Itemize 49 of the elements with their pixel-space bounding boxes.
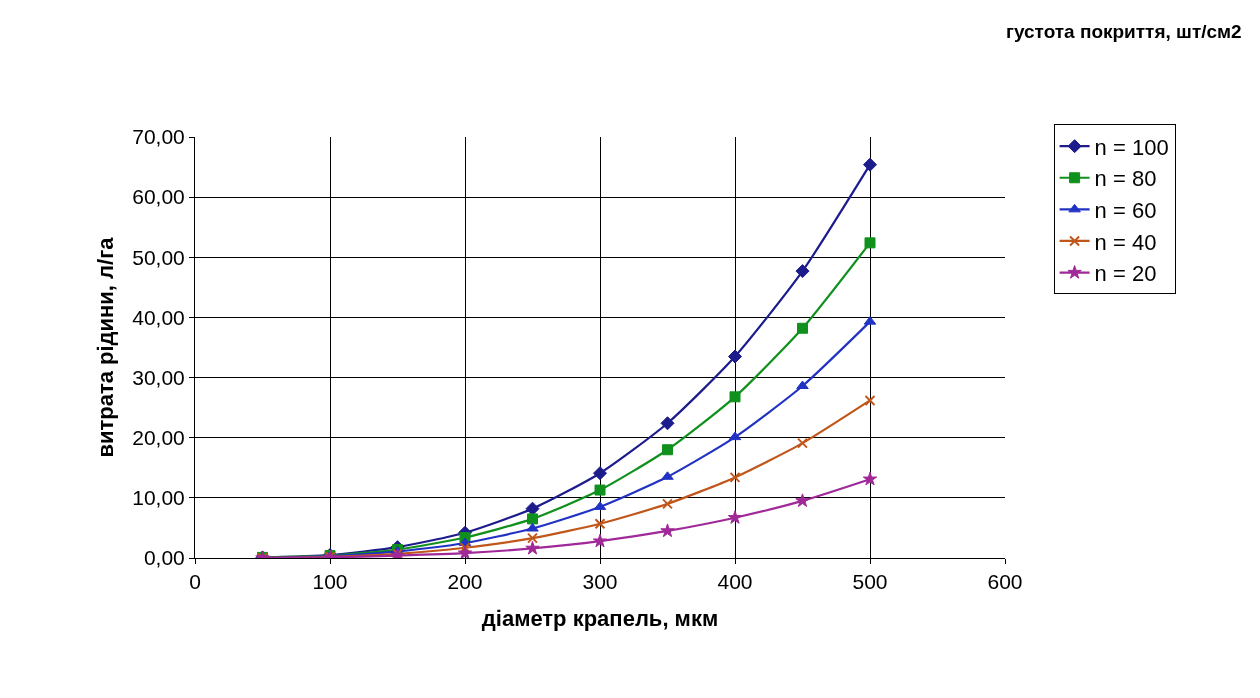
legend-label: n = 100 [1094, 134, 1169, 160]
point [525, 501, 540, 516]
point [660, 416, 675, 431]
point [592, 533, 608, 548]
point [457, 545, 473, 558]
point [797, 437, 808, 449]
x-tick-label: 600 [987, 570, 1023, 594]
point [527, 513, 538, 525]
y-tick-label: 70,00 [132, 125, 185, 149]
point [863, 157, 877, 172]
point [864, 237, 876, 249]
x-tick-label: 100 [312, 570, 348, 594]
legend-label: n = 60 [1094, 197, 1157, 223]
point [864, 394, 876, 406]
point [795, 493, 810, 508]
y-tick-label: 10,00 [132, 486, 185, 510]
x-tick-label: 0 [189, 570, 201, 594]
legend-label: n = 80 [1094, 166, 1157, 192]
point [662, 498, 673, 510]
point [594, 484, 606, 496]
legend-label: n = 20 [1094, 261, 1157, 287]
point [662, 444, 673, 456]
y-tick-label: 20,00 [132, 426, 185, 450]
point [594, 518, 606, 530]
y-tick-label: 60,00 [132, 185, 185, 209]
point [797, 322, 808, 334]
x-tick-label: 300 [582, 570, 618, 594]
legend-label: n = 40 [1094, 229, 1157, 255]
point [728, 349, 742, 364]
y-tick-label: 0,00 [143, 546, 185, 570]
point [729, 471, 741, 483]
y-tick-label: 40,00 [132, 305, 185, 329]
legend-title: густота покриття, шт/см2 [1006, 21, 1242, 42]
x-tick-label: 200 [447, 570, 483, 594]
x-axis-title: діаметр крапель, мкм [481, 606, 719, 632]
point [527, 532, 538, 544]
y-tick-label: 30,00 [132, 365, 185, 389]
point [593, 466, 607, 481]
point [795, 264, 810, 279]
point [660, 523, 675, 538]
y-axis-title: витрата рідини, л/га [93, 236, 119, 458]
point [727, 510, 743, 524]
x-tick-label: 500 [852, 570, 888, 594]
point [729, 391, 741, 403]
point [728, 431, 742, 441]
point [862, 471, 878, 486]
y-tick-label: 50,00 [132, 245, 185, 269]
x-tick-label: 400 [717, 570, 753, 594]
point [525, 540, 540, 555]
